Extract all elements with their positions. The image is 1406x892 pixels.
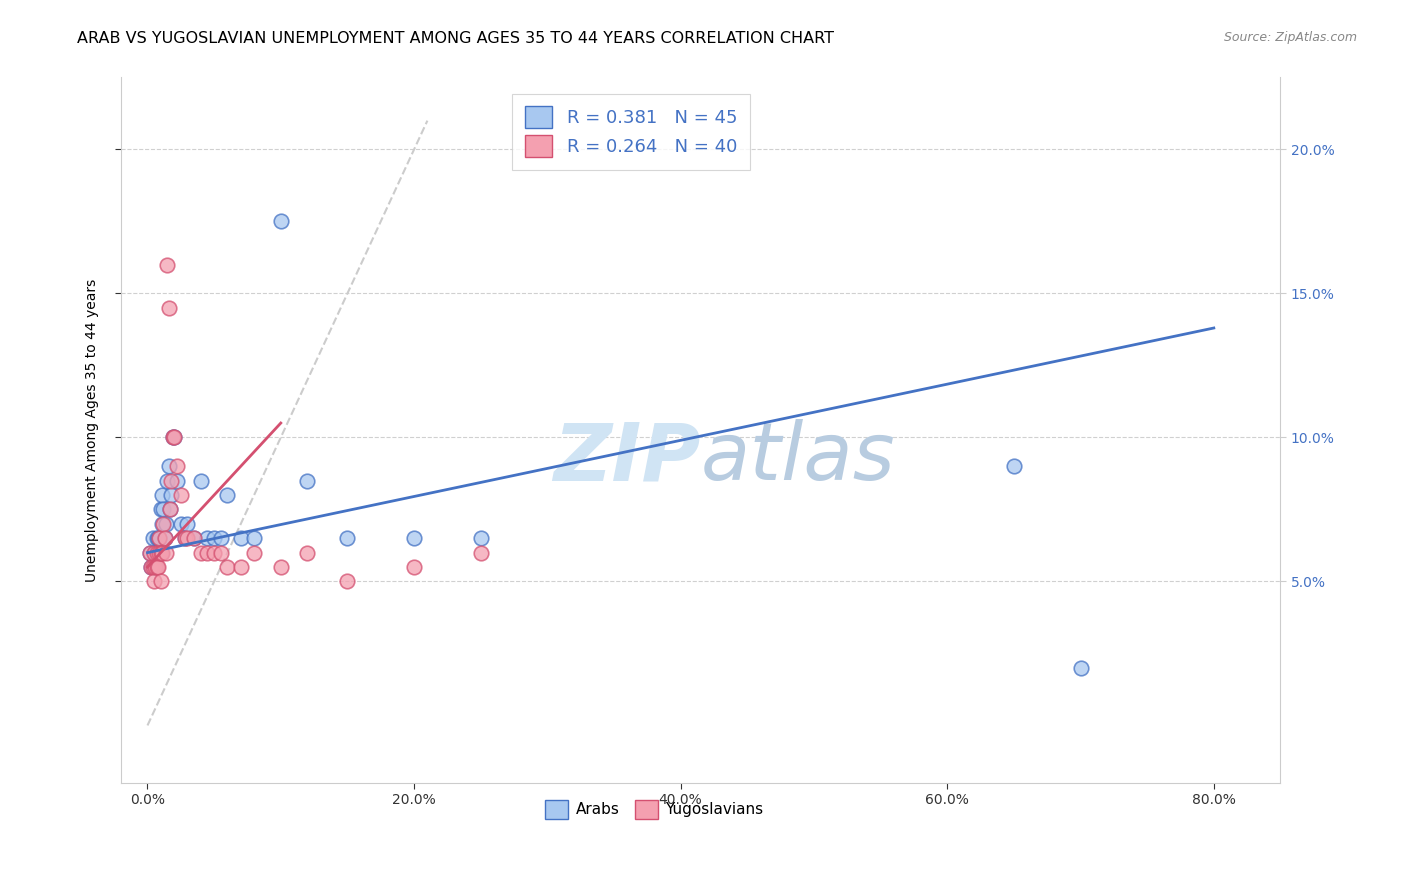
Point: [149, 574, 172, 589]
Text: atlas: atlas: [700, 419, 896, 498]
Point: [143, 574, 166, 589]
Point: [150, 546, 173, 560]
Point: [146, 560, 169, 574]
Point: [183, 531, 205, 545]
Point: [153, 531, 176, 545]
Point: [470, 531, 492, 545]
Point: [183, 531, 205, 545]
Point: [166, 474, 188, 488]
Point: [190, 546, 212, 560]
Point: [1070, 661, 1092, 675]
Point: [336, 531, 359, 545]
Point: [155, 546, 177, 560]
Point: [146, 531, 169, 545]
Point: [270, 560, 292, 574]
Point: [153, 531, 176, 545]
Point: [176, 531, 198, 545]
Point: [190, 474, 212, 488]
Point: [217, 488, 239, 502]
Point: [156, 258, 179, 272]
Point: [157, 459, 180, 474]
Point: [176, 516, 198, 531]
Point: [202, 546, 225, 560]
Point: [148, 546, 170, 560]
Point: [146, 546, 169, 560]
Point: [209, 546, 232, 560]
Point: [217, 560, 239, 574]
Point: [202, 531, 225, 545]
Point: [336, 574, 359, 589]
Point: [141, 560, 163, 574]
Point: [146, 546, 169, 560]
Point: [152, 502, 174, 516]
Point: [149, 502, 172, 516]
Text: ARAB VS YUGOSLAVIAN UNEMPLOYMENT AMONG AGES 35 TO 44 YEARS CORRELATION CHART: ARAB VS YUGOSLAVIAN UNEMPLOYMENT AMONG A…: [77, 31, 834, 46]
Point: [146, 546, 169, 560]
Point: [470, 546, 492, 560]
Point: [160, 474, 183, 488]
Point: [145, 560, 167, 574]
Legend: Arabs, Yugoslavians: Arabs, Yugoslavians: [538, 794, 769, 825]
Point: [270, 214, 292, 228]
Point: [173, 531, 195, 545]
Point: [149, 546, 172, 560]
Y-axis label: Unemployment Among Ages 35 to 44 years: Unemployment Among Ages 35 to 44 years: [86, 278, 100, 582]
Point: [145, 546, 167, 560]
Point: [197, 531, 219, 545]
Point: [159, 502, 181, 516]
Point: [229, 560, 252, 574]
Point: [170, 516, 193, 531]
Point: [163, 430, 186, 444]
Point: [162, 430, 184, 444]
Point: [162, 430, 184, 444]
Point: [229, 531, 252, 545]
Point: [142, 560, 165, 574]
Point: [170, 488, 193, 502]
Point: [404, 531, 426, 545]
Point: [145, 560, 167, 574]
Point: [141, 560, 163, 574]
Point: [139, 546, 162, 560]
Point: [297, 546, 319, 560]
Point: [152, 516, 174, 531]
Point: [142, 531, 165, 545]
Text: ZIP: ZIP: [554, 419, 700, 498]
Point: [166, 459, 188, 474]
Point: [156, 474, 179, 488]
Point: [149, 546, 172, 560]
Point: [404, 560, 426, 574]
Point: [163, 430, 186, 444]
Point: [150, 516, 173, 531]
Point: [243, 531, 266, 545]
Point: [209, 531, 232, 545]
Point: [143, 560, 166, 574]
Point: [159, 502, 181, 516]
Point: [157, 301, 180, 315]
Point: [297, 474, 319, 488]
Point: [139, 546, 162, 560]
Point: [155, 516, 177, 531]
Point: [148, 531, 170, 545]
Point: [173, 531, 195, 545]
Point: [197, 546, 219, 560]
Point: [146, 560, 169, 574]
Point: [160, 488, 183, 502]
Point: [143, 546, 166, 560]
Point: [243, 546, 266, 560]
Point: [143, 546, 166, 560]
Point: [150, 488, 173, 502]
Text: Source: ZipAtlas.com: Source: ZipAtlas.com: [1223, 31, 1357, 45]
Point: [148, 546, 170, 560]
Point: [146, 531, 169, 545]
Point: [148, 531, 170, 545]
Point: [1002, 459, 1025, 474]
